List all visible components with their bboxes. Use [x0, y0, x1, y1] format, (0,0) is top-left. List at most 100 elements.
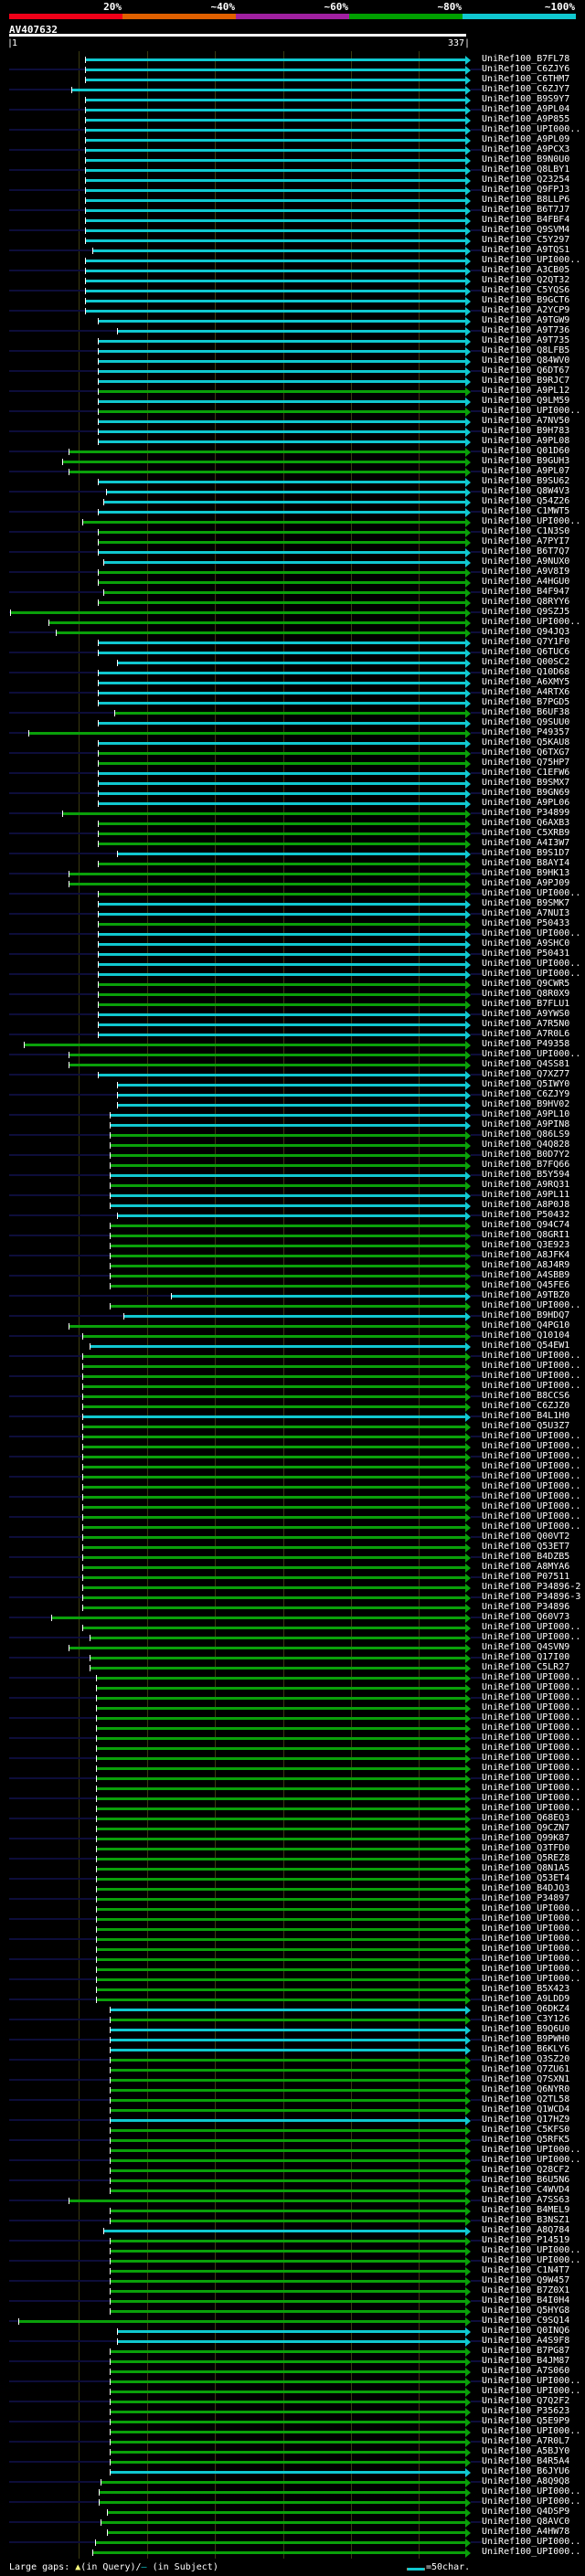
- alignment-bar[interactable]: [85, 149, 466, 152]
- alignment-bar[interactable]: [85, 58, 466, 61]
- hit-label[interactable]: UniRef100_UPI000..: [482, 1903, 581, 1913]
- hit-label[interactable]: UniRef100_Q3TFD0: [482, 1843, 570, 1853]
- hit-label[interactable]: UniRef100_C1EFW6: [482, 768, 570, 778]
- alignment-bar[interactable]: [110, 2039, 466, 2041]
- hit-label[interactable]: UniRef100_B6JYU6: [482, 2466, 570, 2476]
- alignment-bar[interactable]: [110, 1144, 466, 1147]
- alignment-bar[interactable]: [97, 531, 466, 534]
- hit-label[interactable]: UniRef100_B5Y594: [482, 1170, 570, 1180]
- alignment-bar[interactable]: [105, 491, 466, 493]
- alignment-bar[interactable]: [85, 219, 466, 222]
- alignment-bar[interactable]: [97, 802, 466, 805]
- alignment-bar[interactable]: [69, 873, 466, 875]
- hit-label[interactable]: UniRef100_UPI000..: [482, 969, 581, 979]
- hit-label[interactable]: UniRef100_Q8N1A5: [482, 1863, 570, 1873]
- alignment-bar[interactable]: [96, 1958, 466, 1961]
- hit-label[interactable]: UniRef100_A8Q784: [482, 2225, 570, 2235]
- hit-label[interactable]: UniRef100_P34896-3: [482, 1592, 581, 1602]
- alignment-bar[interactable]: [96, 1988, 466, 1991]
- hit-label[interactable]: UniRef100_A9PL04: [482, 104, 570, 114]
- hit-label[interactable]: UniRef100_Q6TUC6: [482, 647, 570, 657]
- alignment-bar[interactable]: [82, 1456, 466, 1458]
- alignment-bar[interactable]: [85, 99, 466, 101]
- hit-label[interactable]: UniRef100_UPI000..: [482, 2145, 581, 2155]
- alignment-bar[interactable]: [110, 1124, 466, 1127]
- alignment-bar[interactable]: [85, 300, 466, 302]
- hit-label[interactable]: UniRef100_A9TQS1: [482, 245, 570, 255]
- hit-label[interactable]: UniRef100_A7R0L6: [482, 1029, 570, 1039]
- alignment-bar[interactable]: [97, 993, 466, 996]
- hit-label[interactable]: UniRef100_B9GN69: [482, 788, 570, 798]
- hit-label[interactable]: UniRef100_UPI000..: [482, 1913, 581, 1924]
- alignment-bar[interactable]: [110, 2169, 466, 2172]
- hit-label[interactable]: UniRef100_B6KLY6: [482, 2044, 570, 2054]
- alignment-bar[interactable]: [110, 2139, 466, 2142]
- hit-label[interactable]: UniRef100_P50431: [482, 949, 570, 959]
- alignment-bar[interactable]: [97, 360, 466, 363]
- alignment-bar[interactable]: [110, 2471, 466, 2474]
- hit-label[interactable]: UniRef100_B8LLP6: [482, 195, 570, 205]
- alignment-bar[interactable]: [110, 2099, 466, 2102]
- alignment-bar[interactable]: [96, 1777, 466, 1780]
- alignment-bar[interactable]: [97, 400, 466, 403]
- alignment-bar[interactable]: [85, 280, 466, 282]
- alignment-bar[interactable]: [110, 2421, 466, 2423]
- alignment-bar[interactable]: [97, 1034, 466, 1036]
- alignment-bar[interactable]: [97, 410, 466, 413]
- alignment-bar[interactable]: [110, 2310, 466, 2313]
- alignment-bar[interactable]: [96, 1807, 466, 1810]
- alignment-bar[interactable]: [97, 792, 466, 795]
- hit-label[interactable]: UniRef100_A7SS63: [482, 2195, 570, 2205]
- alignment-bar[interactable]: [97, 1013, 466, 1016]
- alignment-bar[interactable]: [96, 1707, 466, 1710]
- alignment-bar[interactable]: [85, 159, 466, 162]
- hit-label[interactable]: UniRef100_UPI000..: [482, 2255, 581, 2265]
- alignment-bar[interactable]: [97, 551, 466, 554]
- alignment-bar[interactable]: [116, 1094, 466, 1097]
- hit-label[interactable]: UniRef100_UPI000..: [482, 1481, 581, 1491]
- hit-label[interactable]: UniRef100_UPI000..: [482, 124, 581, 134]
- hit-label[interactable]: UniRef100_A8Q9Q8: [482, 2476, 570, 2486]
- alignment-bar[interactable]: [97, 913, 466, 916]
- hit-label[interactable]: UniRef100_Q5HYG8: [482, 2306, 570, 2316]
- hit-label[interactable]: UniRef100_A9PL06: [482, 798, 570, 808]
- alignment-bar[interactable]: [110, 1265, 466, 1267]
- alignment-bar[interactable]: [110, 2250, 466, 2253]
- hit-label[interactable]: UniRef100_B9RJC7: [482, 376, 570, 386]
- hit-label[interactable]: UniRef100_C9SQ14: [482, 2316, 570, 2326]
- alignment-bar[interactable]: [97, 822, 466, 825]
- alignment-bar[interactable]: [110, 2069, 466, 2072]
- hit-label[interactable]: UniRef100_UPI000..: [482, 1692, 581, 1702]
- hit-label[interactable]: UniRef100_B9SU62: [482, 476, 570, 486]
- alignment-bar[interactable]: [85, 199, 466, 202]
- alignment-bar[interactable]: [97, 923, 466, 926]
- hit-label[interactable]: UniRef100_Q17HZ9: [482, 2115, 570, 2125]
- alignment-bar[interactable]: [96, 1717, 466, 1720]
- hit-label[interactable]: UniRef100_UPI000..: [482, 1712, 581, 1723]
- hit-label[interactable]: UniRef100_Q8R0X9: [482, 989, 570, 999]
- alignment-bar[interactable]: [97, 903, 466, 906]
- alignment-bar[interactable]: [10, 611, 466, 614]
- alignment-bar[interactable]: [110, 2129, 466, 2132]
- hit-label[interactable]: UniRef100_A4RTX6: [482, 687, 570, 697]
- hit-label[interactable]: UniRef100_UPI000..: [482, 1361, 581, 1371]
- hit-label[interactable]: UniRef100_Q9SZJ5: [482, 607, 570, 617]
- alignment-bar[interactable]: [116, 853, 466, 855]
- hit-label[interactable]: UniRef100_Q5U3Z7: [482, 1421, 570, 1431]
- alignment-bar[interactable]: [69, 1647, 466, 1649]
- alignment-bar[interactable]: [110, 2461, 466, 2464]
- hit-label[interactable]: UniRef100_B9SMX7: [482, 778, 570, 788]
- alignment-bar[interactable]: [69, 1054, 466, 1056]
- hit-label[interactable]: UniRef100_Q4PG10: [482, 1320, 570, 1330]
- alignment-bar[interactable]: [97, 571, 466, 574]
- alignment-bar[interactable]: [110, 1134, 466, 1137]
- hit-label[interactable]: UniRef100_A9PL11: [482, 1190, 570, 1200]
- alignment-bar[interactable]: [97, 782, 466, 785]
- alignment-bar[interactable]: [96, 1998, 466, 2001]
- alignment-bar[interactable]: [82, 1466, 466, 1468]
- alignment-bar[interactable]: [89, 1667, 466, 1670]
- hit-label[interactable]: UniRef100_UPI000..: [482, 1461, 581, 1471]
- hit-label[interactable]: UniRef100_Q4DSP9: [482, 2507, 570, 2517]
- alignment-bar[interactable]: [110, 1184, 466, 1187]
- hit-label[interactable]: UniRef100_A9PL09: [482, 134, 570, 144]
